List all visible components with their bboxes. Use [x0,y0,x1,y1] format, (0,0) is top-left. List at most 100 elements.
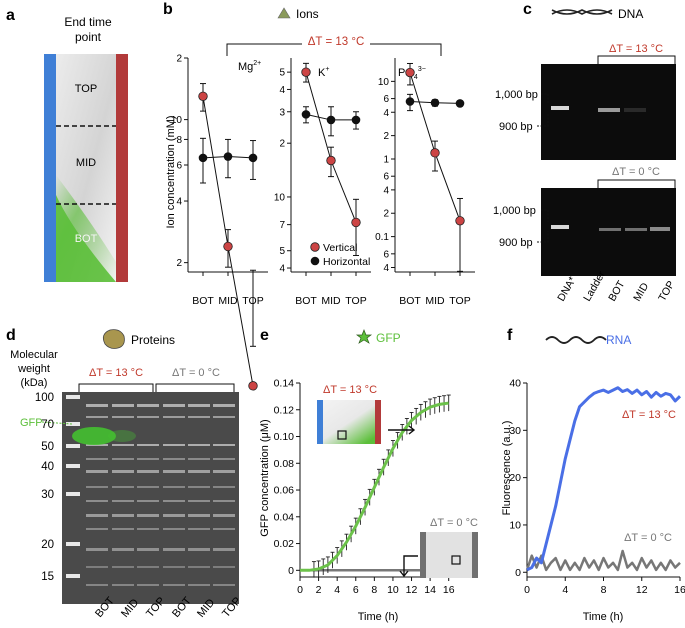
mw-marker-label: 15 [41,571,54,583]
inset-cold-arrow [399,555,418,578]
data-point-horizontal [405,97,415,106]
tube-label-mid: MID [76,157,96,169]
panel-letter-d: d [6,327,16,344]
c-pointer-900-top [537,114,549,127]
panel-e: e GFP 0 2 4 6 8 10 12 14 16 0 0.02 0.04 0.06 0.08 0.10… [259,327,478,623]
data-point-horizontal [223,152,233,161]
gel-band-mid [624,108,646,112]
protein-band [188,584,210,586]
x-tick-label: 8 [371,584,377,596]
gfp-pointer [41,421,73,425]
subplot-mg: Mg2+ 2 4 6 8 10 2 BOT MID TOP [171,54,268,391]
x-tick-label: 6 [353,584,359,596]
inset-hot: ΔT = 13 °C [317,384,416,444]
protein-band [112,528,134,530]
gel-band-dna [551,225,569,229]
protein-band [86,458,108,460]
protein-band [163,514,185,517]
gfp-glow-faint [108,430,136,442]
gel-band-mid [625,228,647,231]
panel-letter-b: b [163,1,173,18]
x-tick-label: 0 [524,584,530,596]
inset-hot-sample [337,430,347,440]
legend-label-vertical: Vertical [323,242,357,254]
data-point-horizontal [301,110,311,119]
gel-band-top [650,227,670,231]
d-delta-hot: ΔT = 13 °C [89,367,143,379]
y-tick-label: 40 [509,378,521,390]
x-tick-label: 12 [636,584,648,596]
y-tick-label: 0.04 [274,511,295,523]
protein-band [137,444,159,446]
panel-letter-e: e [260,327,269,344]
protein-band [163,500,185,502]
panel-b: b Ions ΔT = 13 °C Ion concentration (mM)… [163,1,475,391]
protein-band [213,584,235,586]
protein-band [112,548,134,551]
gel-bottom-bands [551,225,670,231]
protein-band [137,566,159,568]
y-tick-label: 0.02 [274,538,295,550]
x-tick-label: 16 [443,584,455,596]
panel-b-delta: ΔT = 13 °C [308,36,365,48]
data-point-vertical [351,217,361,228]
y-tick-label: 3 [279,107,285,118]
x-tick-label: TOP [345,295,366,307]
panel-f-title: RNA [606,333,631,347]
protein-band [213,486,235,488]
e-axes: 0 2 4 6 8 10 12 14 16 0 0.02 0.04 0.06 0.08 0.10 0.12 0.… [274,378,458,596]
x-tick-label: 8 [601,584,607,596]
c-900-bottom: 900 bp [499,237,533,249]
panel-f: f RNA 0 4 8 12 16 0 10 20 30 40 Time (h) Fluoresc… [501,327,685,623]
protein-band [188,444,210,446]
c-lane-label: MID [631,280,651,303]
protein-band [112,514,134,517]
gfp-label: GFP [20,417,43,429]
series-line-hot [300,401,449,572]
legend-marker-horizontal [310,256,320,266]
data-point-vertical [455,216,465,226]
y-tick-label: 0.10 [274,431,295,443]
protein-band [163,444,185,446]
y-tick-label: 2 [279,139,285,150]
x-tick-label: 10 [387,584,399,596]
panel-b-title: Ions [296,7,319,21]
inset-cold-label: ΔT = 0 °C [430,517,478,529]
d-bracket-hot [78,383,154,392]
ladder-band [66,444,80,448]
panel-letter-c: c [523,1,532,18]
data-point-vertical [405,67,415,78]
gel-band-dna [551,106,569,110]
y-tick-label: 0.08 [274,458,295,470]
protein-band [112,404,134,407]
ladder-band [66,422,80,426]
y-tick-label: 2 [176,258,182,269]
y-tick-label: 5 [279,68,285,79]
data-point-vertical [301,67,311,77]
protein-band [86,470,108,473]
subplot-mg-title: Mg2+ [238,60,261,73]
protein-band [137,514,159,517]
panel-e-title: GFP [376,331,401,345]
y-tick-label: 4 [383,108,389,119]
panel-d-title: Proteins [131,333,175,347]
protein-band [163,458,185,460]
y-tick-label: 10 [171,115,183,126]
d-ylabel-line3: (kDa) [21,377,48,389]
gel-bottom [541,188,676,276]
c-lane-label: DNA* [555,275,579,304]
x-tick-label: 2 [316,584,322,596]
x-tick-label: TOP [449,295,470,307]
y-tick-label: 20 [509,472,521,484]
protein-band [163,528,185,530]
y-tick-label: 7 [279,220,285,231]
data-point-horizontal [248,153,258,163]
data-point-horizontal [326,115,336,125]
y-tick-label: 2 [383,131,389,142]
y-tick-label: 10 [274,192,286,203]
protein-band [188,470,210,473]
protein-gel-bands [66,395,235,586]
y-tick-label: 30 [509,425,521,437]
protein-band [86,404,108,407]
